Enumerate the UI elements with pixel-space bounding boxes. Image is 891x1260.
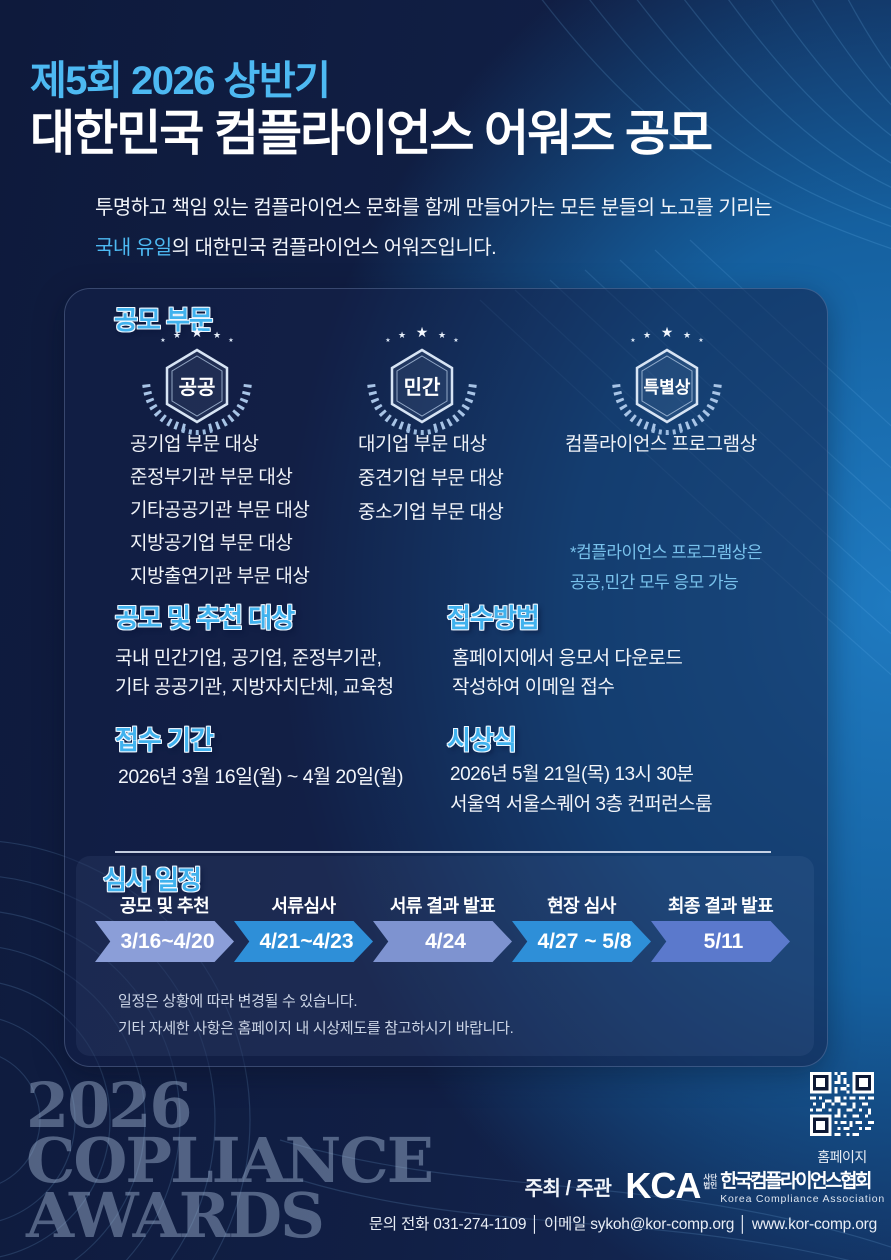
note-line: 공공,민간 모두 응모 가능 bbox=[570, 573, 739, 592]
schedule-step: 최종 결과 발표 5/11 bbox=[651, 892, 790, 962]
host-label: 주최 / 주관 bbox=[524, 1178, 612, 1200]
list-item: 공기업 부문 대상 bbox=[130, 434, 259, 455]
intro-line-2: 국내 유일의 대한민국 컴플라이언스 어워즈입니다. bbox=[95, 228, 772, 268]
eligibility-text: 국내 민간기업, 공기업, 준정부기관, 기타 공공기관, 지방자치단체, 교육… bbox=[115, 644, 394, 702]
medal-label-public: 공공 bbox=[179, 377, 216, 399]
list-item: 기타공공기관 부문 대상 bbox=[130, 500, 310, 521]
intro-highlight: 국내 유일 bbox=[95, 237, 172, 259]
special-category-list: 컴플라이언스 프로그램상 bbox=[565, 428, 757, 461]
schedule-step: 서류심사 4/21~4/23 bbox=[234, 892, 373, 962]
svg-text:★: ★ bbox=[213, 330, 221, 340]
intro-line-1: 투명하고 책임 있는 컴플라이언스 문화를 함께 만들어가는 모든 분들의 노고… bbox=[95, 197, 773, 219]
text-line: 2026년 5월 21일(목) 13시 30분 bbox=[450, 764, 694, 785]
ceremony-text: 2026년 5월 21일(목) 13시 30분 서울역 서울스퀘어 3층 컨퍼런… bbox=[450, 760, 713, 820]
svg-text:★: ★ bbox=[698, 337, 703, 344]
list-item: 지방공기업 부문 대상 bbox=[130, 533, 293, 554]
schedule-heading: 심사 일정 bbox=[103, 865, 202, 895]
categories-heading: 공모 부문 bbox=[114, 305, 213, 335]
step-arrow: 5/11 bbox=[651, 921, 790, 962]
eligibility-heading: 공모 및 추천 대상 bbox=[115, 603, 295, 633]
contact-info: 문의 전화 031-274-1109 │ 이메일 sykoh@kor-comp.… bbox=[368, 1216, 877, 1233]
kca-org-names: 한국컴플라이언스협회 Korea Compliance Association bbox=[720, 1172, 885, 1205]
homepage-qr-block: 홈페이지 bbox=[808, 1072, 876, 1167]
list-item: 대기업 부문 대상 bbox=[358, 434, 487, 455]
schedule-divider bbox=[115, 851, 771, 853]
private-category-list: 대기업 부문 대상 중견기업 부문 대상 중소기업 부문 대상 bbox=[358, 428, 504, 530]
intro-rest: 의 대한민국 컴플라이언스 어워즈입니다. bbox=[171, 237, 497, 259]
note-line: *컴플라이언스 프로그램상은 bbox=[570, 543, 763, 562]
schedule-step: 서류 결과 발표 4/24 bbox=[373, 892, 512, 962]
medal-badge-public: ★ ★ ★ ★ ★ 공공 bbox=[122, 322, 272, 440]
watermark-text: 2026 COPLIANCE AWARDS bbox=[26, 1069, 434, 1252]
host-row: 주최 / 주관 KCA 사단 법인 한국컴플라이언스협회 Korea Compl… bbox=[0, 1165, 885, 1206]
kca-logo: KCA 사단 법인 한국컴플라이언스협회 Korea Compliance As… bbox=[625, 1165, 885, 1206]
step-label: 서류심사 bbox=[271, 896, 336, 916]
how-to-apply-heading: 접수방법 bbox=[447, 603, 540, 633]
step-label: 현장 심사 bbox=[547, 896, 616, 916]
kca-incorporated-label: 사단 법인 bbox=[703, 1173, 718, 1190]
medal-badge-private: ★ ★ ★ ★ ★ 민간 bbox=[347, 322, 497, 440]
svg-text:★: ★ bbox=[630, 337, 635, 344]
ceremony-heading: 시상식 bbox=[447, 725, 517, 755]
svg-text:★: ★ bbox=[398, 330, 406, 340]
poster-subtitle: 제5회 2026 상반기 bbox=[30, 59, 331, 103]
text-line: 서울역 서울스퀘어 3층 컨퍼런스룸 bbox=[450, 794, 713, 815]
svg-text:★: ★ bbox=[228, 337, 233, 344]
watermark-line: COPLIANCE bbox=[26, 1124, 434, 1197]
medal-label-special: 특별상 bbox=[644, 378, 691, 397]
schedule-notes: 일정은 상황에 따라 변경될 수 있습니다. 기타 자세한 사항은 홈페이지 내… bbox=[118, 988, 514, 1042]
intro-text: 투명하고 책임 있는 컴플라이언스 문화를 함께 만들어가는 모든 분들의 노고… bbox=[95, 188, 773, 268]
text-line: 홈페이지에서 응모서 다운로드 bbox=[452, 648, 683, 669]
svg-text:★: ★ bbox=[683, 330, 691, 340]
svg-text:★: ★ bbox=[453, 337, 458, 344]
kca-acronym: KCA bbox=[625, 1165, 701, 1206]
svg-text:★: ★ bbox=[416, 324, 429, 340]
list-item: 중견기업 부문 대상 bbox=[358, 468, 504, 489]
step-arrow: 4/24 bbox=[373, 921, 512, 962]
medal-badge-special: ★ ★ ★ ★ ★ 특별상 bbox=[592, 322, 742, 440]
poster-title: 대한민국 컴플라이언스 어워즈 공모 bbox=[30, 107, 713, 161]
svg-text:★: ★ bbox=[643, 330, 651, 340]
note-line: 기타 자세한 사항은 홈페이지 내 시상제도를 참고하시기 바랍니다. bbox=[118, 1020, 514, 1037]
svg-text:★: ★ bbox=[173, 330, 181, 340]
text-line: 2026년 3월 16일(월) ~ 4월 20일(월) bbox=[118, 766, 403, 788]
watermark-line: AWARDS bbox=[26, 1179, 325, 1252]
special-category-note: *컴플라이언스 프로그램상은 공공,민간 모두 응모 가능 bbox=[570, 538, 763, 598]
list-item: 중소기업 부문 대상 bbox=[358, 502, 504, 523]
note-line: 일정은 상황에 따라 변경될 수 있습니다. bbox=[118, 993, 358, 1010]
svg-text:★: ★ bbox=[160, 337, 165, 344]
step-label: 최종 결과 발표 bbox=[667, 896, 774, 916]
text-line: 작성하여 이메일 접수 bbox=[452, 677, 615, 698]
step-label: 서류 결과 발표 bbox=[389, 896, 496, 916]
medal-label-private: 민간 bbox=[404, 376, 441, 399]
step-label: 공모 및 추천 bbox=[119, 896, 210, 916]
qr-label: 홈페이지 bbox=[817, 1149, 867, 1165]
application-period-heading: 접수 기간 bbox=[115, 725, 214, 755]
step-arrow: 4/27 ~ 5/8 bbox=[512, 921, 651, 962]
list-item: 컴플라이언스 프로그램상 bbox=[565, 434, 757, 455]
svg-text:★: ★ bbox=[661, 324, 674, 340]
text-line: 국내 민간기업, 공기업, 준정부기관, bbox=[115, 648, 382, 669]
watermark-line: 2026 bbox=[26, 1069, 193, 1142]
kca-name-korean: 한국컴플라이언스협회 bbox=[720, 1171, 872, 1192]
schedule-step: 현장 심사 4/27 ~ 5/8 bbox=[512, 892, 651, 962]
kca-name-english: Korea Compliance Association bbox=[720, 1193, 885, 1205]
svg-text:★: ★ bbox=[191, 324, 204, 340]
list-item: 지방출연기관 부문 대상 bbox=[130, 566, 310, 587]
public-category-list: 공기업 부문 대상 준정부기관 부문 대상 기타공공기관 부문 대상 지방공기업… bbox=[130, 428, 310, 593]
how-to-apply-text: 홈페이지에서 응모서 다운로드 작성하여 이메일 접수 bbox=[452, 644, 683, 702]
schedule-step: 공모 및 추천 3/16~4/20 bbox=[95, 892, 234, 962]
step-arrow: 4/21~4/23 bbox=[234, 921, 373, 962]
text-line: 기타 공공기관, 지방자치단체, 교육청 bbox=[115, 677, 394, 698]
qr-code bbox=[810, 1072, 874, 1136]
application-period-text: 2026년 3월 16일(월) ~ 4월 20일(월) bbox=[118, 763, 403, 792]
svg-text:★: ★ bbox=[438, 330, 446, 340]
svg-text:★: ★ bbox=[385, 337, 390, 344]
step-arrow: 3/16~4/20 bbox=[95, 921, 234, 962]
list-item: 준정부기관 부문 대상 bbox=[130, 467, 293, 488]
